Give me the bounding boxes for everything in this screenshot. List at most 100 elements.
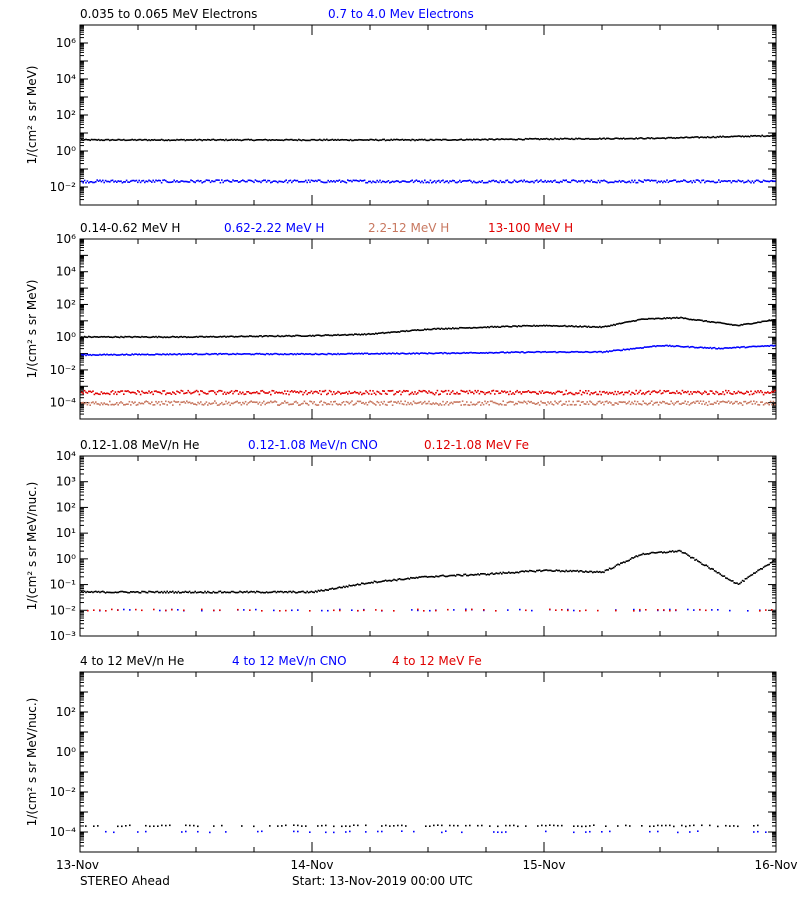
data-point — [702, 564, 705, 566]
data-point — [274, 400, 276, 402]
legend-entry-1: 0.14-0.62 MeV H — [80, 221, 180, 235]
data-point — [604, 351, 607, 353]
data-point — [404, 390, 406, 393]
data-point — [375, 393, 377, 396]
data-point — [622, 180, 625, 182]
data-point — [743, 400, 745, 403]
data-point — [750, 400, 752, 403]
data-point — [575, 350, 577, 353]
data-point — [632, 402, 635, 405]
data-point — [680, 180, 682, 182]
data-point — [142, 590, 145, 593]
data-point — [174, 353, 177, 356]
data-point — [274, 139, 276, 141]
data-point — [432, 328, 434, 330]
data-point — [478, 352, 481, 354]
data-point — [212, 138, 215, 141]
data-point — [397, 352, 399, 355]
data-point — [344, 353, 346, 355]
data-point — [370, 333, 373, 335]
data-point — [501, 403, 503, 406]
data-point — [512, 401, 514, 403]
data-point — [431, 391, 433, 394]
data-point — [653, 345, 656, 347]
data-point — [99, 591, 101, 594]
data-point — [403, 403, 405, 406]
data-point — [450, 139, 453, 141]
data-point — [594, 391, 597, 393]
data-point — [90, 590, 93, 593]
data-point — [463, 573, 465, 576]
data-point — [333, 180, 335, 182]
data-point — [718, 393, 720, 396]
data-point — [639, 318, 642, 321]
data-point — [485, 326, 488, 329]
data-point — [764, 391, 766, 394]
data-point — [303, 391, 306, 394]
data-point — [517, 180, 520, 183]
data-point — [151, 391, 153, 393]
data-point — [400, 578, 402, 581]
data-point — [109, 393, 111, 396]
data-point — [246, 138, 248, 141]
data-point — [702, 136, 705, 139]
data-point — [207, 353, 209, 355]
data-point — [545, 391, 548, 393]
data-point — [243, 353, 245, 355]
data-point — [156, 402, 159, 405]
data-point — [757, 830, 759, 833]
data-point — [183, 591, 185, 594]
data-point — [128, 335, 131, 338]
data-point — [296, 334, 299, 337]
data-point — [697, 560, 699, 562]
data-point — [90, 391, 93, 393]
data-point — [174, 181, 177, 183]
data-point — [261, 402, 264, 404]
data-point — [405, 139, 408, 141]
data-point — [275, 591, 278, 594]
data-point — [176, 353, 178, 356]
data-point — [93, 393, 96, 396]
data-point — [530, 570, 532, 572]
data-point — [204, 590, 206, 593]
data-point — [582, 351, 584, 354]
data-point — [242, 179, 244, 181]
data-point — [554, 179, 556, 182]
data-point — [597, 400, 600, 403]
data-point — [450, 328, 453, 330]
data-point — [225, 831, 227, 833]
data-point — [671, 550, 674, 552]
data-point — [465, 609, 467, 612]
data-point — [609, 830, 611, 833]
data-point — [321, 589, 324, 592]
data-point — [540, 179, 542, 181]
data-point — [261, 591, 264, 594]
data-point — [438, 352, 440, 354]
data-point — [673, 137, 675, 139]
data-point — [300, 590, 303, 593]
data-point — [327, 352, 329, 355]
data-point — [299, 591, 301, 593]
data-point — [705, 347, 707, 349]
data-point — [733, 346, 735, 349]
data-point — [341, 586, 343, 589]
data-point — [141, 335, 143, 338]
data-point — [268, 139, 271, 141]
data-point — [139, 393, 142, 396]
data-point — [173, 353, 175, 355]
data-point — [363, 179, 366, 182]
data-point — [566, 393, 569, 395]
data-point — [313, 401, 315, 403]
data-point — [314, 590, 317, 592]
data-point — [438, 393, 440, 396]
data-point — [552, 404, 555, 406]
data-point — [606, 350, 608, 352]
data-point — [408, 578, 411, 580]
data-point — [250, 179, 252, 182]
data-point — [379, 179, 381, 182]
data-point — [398, 402, 401, 405]
data-point — [345, 181, 348, 184]
data-point — [709, 346, 712, 349]
data-point — [442, 179, 444, 182]
data-point — [641, 180, 643, 183]
